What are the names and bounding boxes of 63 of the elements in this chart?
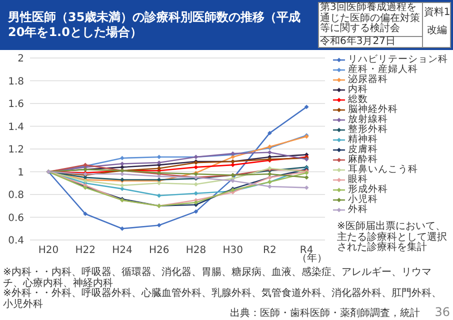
point [194, 200, 198, 205]
point [194, 182, 198, 186]
legend-label: 産科・産婦人科 [348, 64, 418, 74]
y-tick-label: 0.4 [8, 236, 24, 246]
point [120, 226, 124, 231]
y-tick-label: 0.6 [8, 212, 24, 224]
point [194, 209, 198, 214]
y-tick-label: 1.2 [8, 144, 24, 156]
legend-label: 耳鼻いんこう科 [348, 164, 418, 174]
text: ※内科・・内科、呼吸器、循環器、消化器、胃腸、糖尿病、血液、感染症、アレルギー、リウマチ、心療内科、神経内科 [3, 267, 432, 288]
text: 資料1 [423, 7, 451, 18]
point [194, 191, 198, 196]
text: ※医師届出票において、主たる診療科として選択された診療科を集計 [337, 221, 448, 254]
point [156, 193, 162, 198]
point [267, 184, 272, 189]
point [83, 212, 88, 216]
x-tick-label: H24 [112, 245, 132, 256]
text: 改編 [426, 25, 448, 36]
point [120, 183, 124, 188]
point [267, 130, 272, 136]
point [304, 185, 309, 190]
legend-label: 小児科 [348, 194, 378, 204]
x-tick-label: H20 [38, 245, 59, 256]
point [156, 174, 162, 178]
point [304, 175, 309, 180]
point [120, 186, 124, 192]
legend-label: 整形外科 [348, 124, 388, 134]
legend-label: 放射線科 [348, 114, 388, 124]
x-tick-label: H26 [148, 245, 170, 256]
x-tick-label: H22 [75, 245, 96, 256]
text: 令和6年3月27日 [320, 36, 422, 48]
legend-label: 精神科 [348, 134, 378, 144]
legend-label: 形成外科 [348, 184, 388, 194]
legend-label: 脳神経外科 [348, 104, 398, 114]
point [120, 156, 124, 160]
x-tick-label: H30 [222, 245, 243, 256]
x-tick-label: H28 [186, 245, 206, 256]
source-note: 出典：医師・歯科医師・薬剤師調査，統計 [229, 308, 420, 320]
legend-label: 外科 [348, 204, 368, 214]
legend-label: 内科 [348, 84, 368, 94]
text: 36 [434, 305, 450, 319]
y-tick-label: 0.8 [8, 190, 24, 201]
legend-label: 皮膚科 [348, 144, 378, 154]
point [156, 160, 162, 165]
y-tick-label: 1.4 [8, 122, 24, 133]
point [156, 154, 162, 160]
text: 第3回医師養成過程を通じた医師の偏在対策等に関する検討会 [320, 2, 421, 34]
point [120, 162, 124, 166]
legend-label: 眼科 [348, 174, 368, 184]
point [194, 165, 198, 170]
legend-label: 麻酔科 [348, 154, 378, 164]
point [120, 165, 124, 170]
y-tick-label: 1.6 [8, 99, 24, 110]
legend-label: 総数 [348, 94, 368, 104]
chart-title: 男性医師（35歳未満）の診療科別医師数の推移（平成20年を1.0とした場合） [8, 10, 302, 40]
y-tick-label: 1.8 [8, 76, 24, 88]
y-tick-label: 2 [18, 54, 24, 64]
x-tick-label: R2 [263, 245, 276, 256]
legend-label: 泌尿器科 [348, 74, 388, 84]
legend-label: リハビリテーション科 [348, 54, 448, 64]
point [304, 104, 309, 110]
y-tick-label: 1 [18, 167, 24, 178]
point [156, 223, 162, 228]
